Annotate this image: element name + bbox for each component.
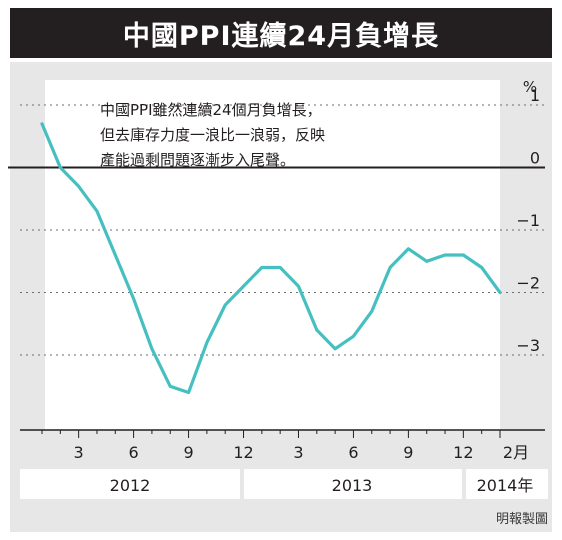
chart-title: 中國PPI連續24月負增長 xyxy=(10,8,552,58)
year-labels: 2012 2013 2014年 xyxy=(20,469,548,499)
x-tick-label: 3 xyxy=(74,443,84,462)
plot-area xyxy=(45,80,500,430)
year-band xyxy=(244,469,462,499)
x-tick-labels: 3 6 9 12 3 6 9 12 2月 xyxy=(74,443,530,462)
y-tick-label: 0 xyxy=(530,149,540,168)
year-band xyxy=(466,469,548,499)
y-axis-label: % xyxy=(523,78,537,96)
x-tick-label: 6 xyxy=(129,443,139,462)
credit: 明報製圖 xyxy=(495,512,548,527)
x-tick-label: 6 xyxy=(348,443,358,462)
y-tick-label: 1 xyxy=(530,86,540,105)
x-tick-label: 2月 xyxy=(503,443,529,462)
y-tick-label: −3 xyxy=(516,336,540,355)
x-tick-label: 3 xyxy=(293,443,303,462)
x-tick-label: 9 xyxy=(183,443,193,462)
y-tick-label: −2 xyxy=(516,274,540,293)
y-tick-label: −1 xyxy=(516,211,540,230)
year-label: 2012 xyxy=(110,476,151,495)
ppi-series-line xyxy=(40,122,502,395)
x-tick-label: 12 xyxy=(453,443,473,462)
series-group xyxy=(40,122,502,395)
x-tick-label: 12 xyxy=(233,443,253,462)
note-line: 產能過剩問題逐漸步入尾聲。 xyxy=(100,151,296,169)
annotation-note: 中國PPI雖然連續24個月負增長， 但去庫存力度一浪比一浪弱，反映 產能過剩問題… xyxy=(100,98,480,173)
year-band xyxy=(20,469,240,499)
x-tick-label: 9 xyxy=(403,443,413,462)
note-line: 但去庫存力度一浪比一浪弱，反映 xyxy=(100,126,326,144)
note-line: 中國PPI雖然連續24個月負增長， xyxy=(100,101,322,119)
year-label: 2013 xyxy=(332,476,373,495)
year-label: 2014年 xyxy=(477,476,534,495)
y-tick-labels: 1 0 −1 −2 −3 xyxy=(516,86,540,355)
x-axis xyxy=(20,429,545,438)
